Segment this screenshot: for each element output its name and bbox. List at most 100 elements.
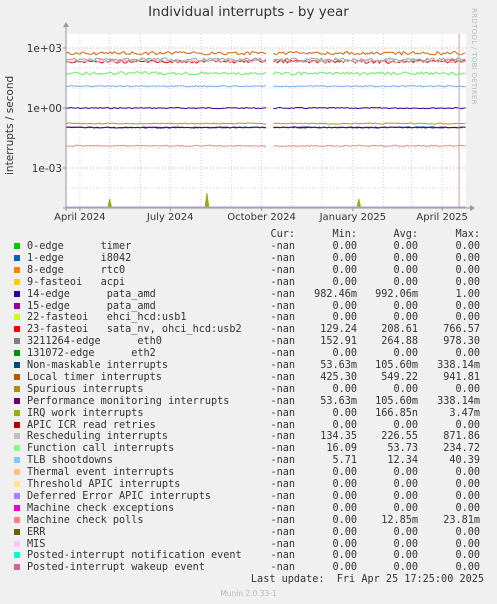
legend-name: Spurious interrupts bbox=[27, 383, 144, 395]
series-line bbox=[66, 106, 267, 110]
legend-row: 1-edge i8042 -nan 0.00 0.00 0.00 bbox=[0, 253, 497, 265]
legend-name: 15-edge pata_amd bbox=[27, 300, 156, 312]
legend-swatch bbox=[14, 254, 20, 261]
legend-min: 425.30 bbox=[320, 371, 357, 383]
legend-min: 0.00 bbox=[332, 383, 357, 395]
legend-cur: -nan bbox=[270, 360, 295, 371]
legend-min: 0.00 bbox=[332, 502, 357, 514]
legend-avg: 0.00 bbox=[393, 538, 418, 550]
legend-row: Posted-interrupt wakeup event -nan 0.00 0.0… bbox=[0, 562, 497, 574]
x-tick-label: April 2025 bbox=[416, 212, 467, 223]
legend-avg: 0.00 bbox=[393, 550, 418, 562]
legend-cur: -nan bbox=[270, 419, 295, 431]
plot-area bbox=[66, 34, 466, 208]
legend-name: Non-maskable interrupts bbox=[27, 360, 169, 371]
legend-cur: -nan bbox=[270, 336, 295, 348]
legend-name: Machine check exceptions bbox=[27, 502, 175, 514]
legend-avg: 105.60m bbox=[375, 360, 418, 371]
legend-name: MIS bbox=[27, 538, 46, 550]
legend-swatch bbox=[14, 385, 20, 392]
legend-max: 0.00 bbox=[455, 538, 480, 550]
legend-min: 0.00 bbox=[332, 300, 357, 312]
legend-swatch bbox=[14, 492, 20, 499]
legend-row: 8-edge rtc0 -nan 0.00 0.00 0.00 bbox=[0, 265, 497, 277]
legend-max: 0.00 bbox=[455, 467, 480, 479]
legend-min: 0.00 bbox=[332, 252, 357, 264]
legend-swatch bbox=[14, 457, 20, 464]
series-line bbox=[65, 59, 267, 64]
legend-avg: 264.88 bbox=[381, 336, 418, 348]
legend-min: 982.46m bbox=[314, 288, 357, 300]
last-update: Last update: Fri Apr 25 17:25:00 2025 bbox=[250, 574, 484, 585]
legend-avg: 549.22 bbox=[381, 371, 418, 383]
legend-avg: 12.85m bbox=[381, 514, 418, 526]
header-avg: Avg: bbox=[393, 229, 418, 240]
x-tick-label: October 2024 bbox=[227, 212, 296, 223]
legend-row: MIS -nan 0.00 0.00 0.00 bbox=[0, 539, 497, 551]
legend-cur: -nan bbox=[270, 264, 295, 276]
legend-cur: -nan bbox=[270, 324, 295, 336]
legend-swatch bbox=[14, 433, 20, 440]
legend-min: 0.00 bbox=[332, 467, 357, 479]
series-line bbox=[65, 85, 266, 88]
legend-name: Thermal event interrupts bbox=[27, 467, 175, 479]
series-spike bbox=[107, 198, 113, 209]
legend-max: 1.00 bbox=[455, 288, 480, 300]
legend-name: 9-fasteoi acpi bbox=[27, 276, 126, 288]
legend-name: APIC ICR read retries bbox=[27, 419, 156, 431]
legend-cur: -nan bbox=[270, 562, 295, 574]
legend-cur: -nan bbox=[270, 383, 295, 395]
legend-avg: 208.61 bbox=[381, 324, 418, 336]
legend-row: Local timer interrupts -nan 425.30 549.22 94… bbox=[0, 372, 497, 384]
legend-row: APIC ICR read retries -nan 0.00 0.00 0.00 bbox=[0, 420, 497, 432]
legend-swatch bbox=[14, 314, 20, 321]
legend-max: 234.72 bbox=[443, 443, 480, 455]
legend-swatch bbox=[14, 528, 20, 535]
legend-max: 0.00 bbox=[455, 241, 480, 252]
legend-avg: 0.00 bbox=[393, 502, 418, 514]
series-spike bbox=[204, 192, 210, 209]
legend-row: 23-fasteoi sata_nv, ohci_hcd:usb2 -nan 129… bbox=[0, 324, 497, 336]
legend-avg: 105.60m bbox=[375, 395, 418, 407]
legend-min: 0.00 bbox=[332, 276, 357, 288]
legend-swatch bbox=[14, 409, 20, 416]
legend-row: Posted-interrupt notification event -nan 0… bbox=[0, 550, 497, 562]
y-tick-label: 1e+03 bbox=[27, 43, 62, 55]
legend-max: 0.00 bbox=[455, 550, 480, 562]
y-tick-label: 1e-03 bbox=[32, 163, 62, 175]
legend-avg: 226.55 bbox=[381, 431, 418, 443]
series-line bbox=[65, 144, 267, 147]
legend-swatch bbox=[14, 504, 20, 511]
legend-row: IRQ work interrupts -nan 0.00 166.85n 3.47m bbox=[0, 408, 497, 420]
legend-name: Posted-interrupt notification event bbox=[27, 550, 242, 562]
series-line bbox=[273, 58, 466, 64]
legend-row: 14-edge pata_amd -nan 982.46m 992.06m 1.00 bbox=[0, 289, 497, 301]
legend-cur: -nan bbox=[270, 431, 295, 443]
legend-name: 23-fasteoi sata_nv, ohci_hcd:usb2 bbox=[27, 324, 242, 336]
legend-name: ERR bbox=[27, 526, 46, 538]
legend-row: 15-edge pata_amd -nan 0.00 0.00 0.00 bbox=[0, 301, 497, 313]
legend-row: Threshold APIC interrupts -nan 0.00 0.00 0.0… bbox=[0, 479, 497, 491]
legend-avg: 0.00 bbox=[393, 348, 418, 360]
chart-title: Individual interrupts - by year bbox=[148, 4, 349, 20]
legend-row: Machine check exceptions -nan 0.00 0.00 0.00 bbox=[0, 503, 497, 515]
legend-name: TLB shootdowns bbox=[27, 455, 113, 467]
legend-cur: -nan bbox=[270, 312, 295, 324]
legend-max: 23.81m bbox=[443, 514, 480, 526]
legend-avg: 0.00 bbox=[393, 467, 418, 479]
legend-swatch bbox=[14, 564, 20, 571]
munin-version: Munin 2.0.33-1 bbox=[220, 589, 277, 598]
legend-max: 0.00 bbox=[455, 264, 480, 276]
legend-min: 0.00 bbox=[332, 419, 357, 431]
series-line bbox=[65, 57, 267, 62]
legend-swatch bbox=[14, 290, 20, 297]
legend-avg: 0.00 bbox=[393, 312, 418, 324]
legend-max: 0.00 bbox=[455, 252, 480, 264]
legend-avg: 0.00 bbox=[393, 526, 418, 538]
legend-min: 0.00 bbox=[332, 241, 357, 252]
series-line bbox=[65, 122, 267, 125]
series-line bbox=[273, 57, 466, 62]
x-axis-arrow bbox=[470, 205, 475, 211]
legend-avg: 53.73 bbox=[387, 443, 418, 455]
